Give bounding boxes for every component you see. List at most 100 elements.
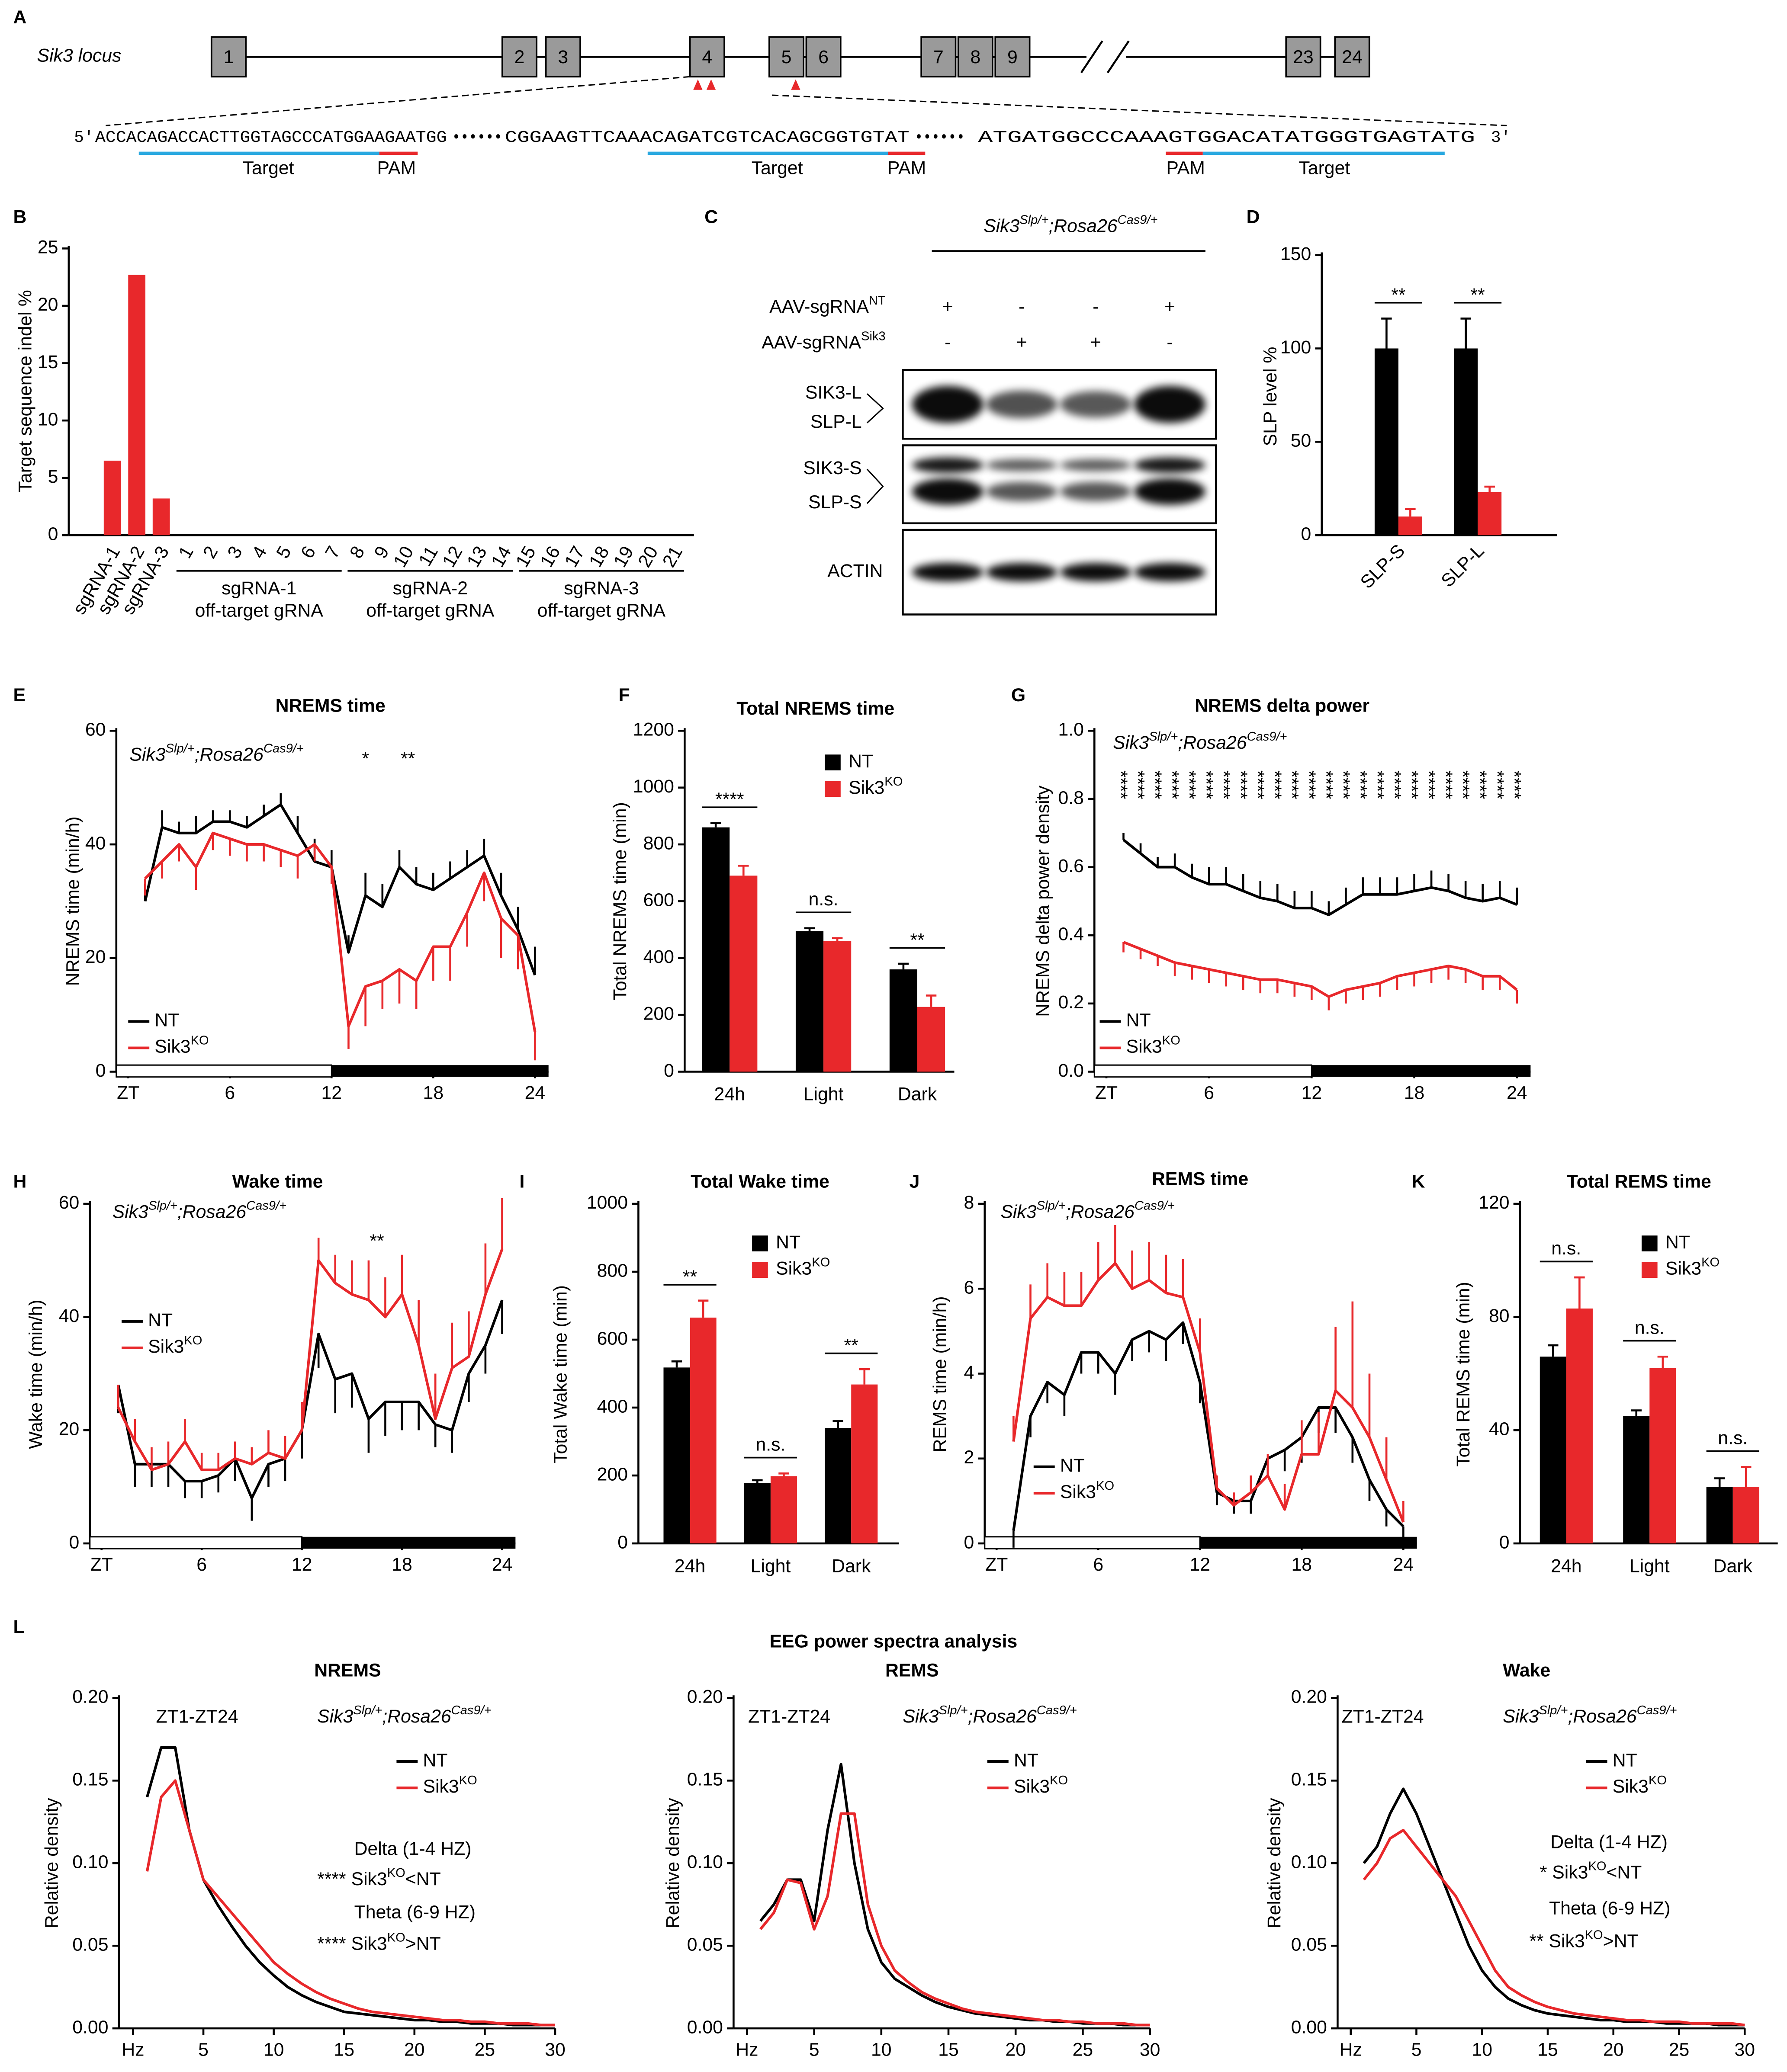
error-bar [1484, 485, 1495, 492]
legend-label: Sik3KO [849, 774, 903, 798]
x-tick-label: 24h [675, 1556, 705, 1576]
text-part: Slp/+ [1037, 1199, 1066, 1212]
legend-swatch [1641, 1235, 1658, 1251]
y-tick-label: 150 [1280, 244, 1311, 264]
y-tick-label: 15 [38, 352, 58, 372]
error-bar [1460, 318, 1471, 349]
chart-title: NREMS delta power [1195, 696, 1369, 716]
y-tick-label: 4 [964, 1362, 974, 1383]
panel-label: F [619, 685, 630, 706]
bracket [866, 468, 884, 504]
x-tick-label: 5 [198, 2039, 209, 2060]
annotation: **** [1298, 770, 1319, 799]
text-part: ;Rosa26 [1178, 732, 1247, 753]
exon-label: 24 [1342, 47, 1363, 67]
text-part: Slp/+ [148, 1199, 177, 1212]
y-tick-label: 8 [964, 1192, 974, 1213]
x-tick-label: 15 [1537, 2039, 1558, 2060]
row-label: AAV-sgRNANT [769, 294, 886, 318]
y-tick-label: 0.05 [72, 1934, 108, 1955]
panel-label: H [13, 1171, 27, 1192]
x-tick-label: 25 [1073, 2039, 1093, 2060]
y-tick-label: 0.10 [72, 1852, 108, 1873]
error-bar [738, 865, 749, 876]
text-part: >NT [1603, 1931, 1639, 1952]
x-tick-label: Hz [736, 2039, 758, 2060]
legend-label: NT [849, 751, 873, 772]
y-tick-label: 400 [643, 946, 674, 967]
band [912, 563, 983, 582]
annotation: **** [1453, 770, 1473, 799]
annotation: **** [1264, 770, 1285, 799]
bar [702, 827, 730, 1072]
x-tick-label: ZT [985, 1554, 1008, 1575]
text-part: ;Rosa26 [195, 744, 264, 765]
x-tick-label: Light [1630, 1556, 1670, 1576]
panel-label: K [1411, 1171, 1425, 1192]
y-axis-label: NREMS time (min/h) [62, 816, 83, 986]
bar [1566, 1309, 1593, 1544]
x-tick-label: Dark [898, 1084, 937, 1105]
text-part: KO [387, 1931, 405, 1944]
y-tick-label: 0 [1499, 1532, 1510, 1552]
annotation: **** [1144, 770, 1165, 799]
y-tick-label: 0.05 [1291, 1934, 1327, 1955]
x-tick-label: Hz [122, 2039, 144, 2060]
series-line [145, 1779, 555, 2027]
text-part: Slp/+ [166, 741, 195, 755]
series-line [1122, 839, 1517, 916]
group-label: off-target gRNA [366, 600, 495, 621]
panel-label: J [910, 1171, 920, 1192]
dark-phase [302, 1536, 516, 1549]
light-phase [89, 1536, 303, 1549]
x-tick-label: 24 [492, 1554, 513, 1575]
group-label: sgRNA-2 [393, 578, 468, 599]
y-tick-label: 20 [85, 946, 106, 967]
text-part: ;Rosa26 [177, 1202, 246, 1222]
y-tick-label: 20 [59, 1419, 80, 1440]
series-line [1123, 941, 1518, 998]
x-tick-label: 30 [545, 2039, 566, 2060]
error-bar [1714, 1477, 1725, 1487]
figure-title: EEG power spectra analysis [770, 1631, 1018, 1652]
panel-label: I [520, 1171, 525, 1192]
annotation: **** [1213, 770, 1234, 799]
break-mark [1080, 40, 1103, 74]
text-part: KO [1162, 1033, 1180, 1047]
y-tick-label: 0 [1301, 524, 1311, 545]
text-part: Cas9/+ [1247, 730, 1287, 744]
sequence: ATGATGGCCCAAAGTGGACATATGGGTGAGTATG [978, 128, 1475, 147]
light-phase [984, 1536, 1201, 1549]
text-part: Cas9/+ [1037, 1703, 1077, 1717]
y-tick-label: 0 [96, 1060, 106, 1081]
y-tick-label: 10 [38, 409, 58, 430]
panel-label: B [13, 206, 27, 227]
band [1060, 563, 1131, 582]
significance: ** [844, 1335, 858, 1356]
cut-site [706, 79, 716, 90]
y-tick-label: 50 [1291, 430, 1311, 451]
panel-label: L [13, 1617, 25, 1637]
y-tick-label: 0.15 [72, 1769, 108, 1790]
three-prime: 3′ [1491, 128, 1511, 147]
bar [795, 931, 824, 1072]
x-tick-label: 30 [1734, 2039, 1755, 2060]
chart-title: Total REMS time [1567, 1171, 1711, 1192]
annotation: **** [1384, 770, 1405, 799]
annotation: * [362, 748, 369, 769]
x-tick-label: 18 [1404, 1083, 1425, 1103]
significance: ** [683, 1267, 697, 1287]
x-tick-label: Light [751, 1556, 791, 1576]
text-part: KO [387, 1866, 405, 1880]
text-part: Cas9/+ [264, 741, 304, 755]
text-part: KO [1585, 1928, 1603, 1942]
y-axis-label: Target sequence indel % [15, 290, 35, 492]
text-part: Sik3 [317, 1706, 353, 1727]
exon [689, 36, 725, 78]
text-part: Sik3 [861, 329, 886, 343]
annotation: **** [1504, 770, 1524, 799]
text-part: AAV-sgRNA [762, 332, 861, 353]
x-tick-label: Dark [832, 1556, 871, 1576]
legend-label: NT [1014, 1750, 1038, 1771]
genotype: Sik3Slp/+;Rosa26Cas9/+ [1113, 730, 1287, 754]
